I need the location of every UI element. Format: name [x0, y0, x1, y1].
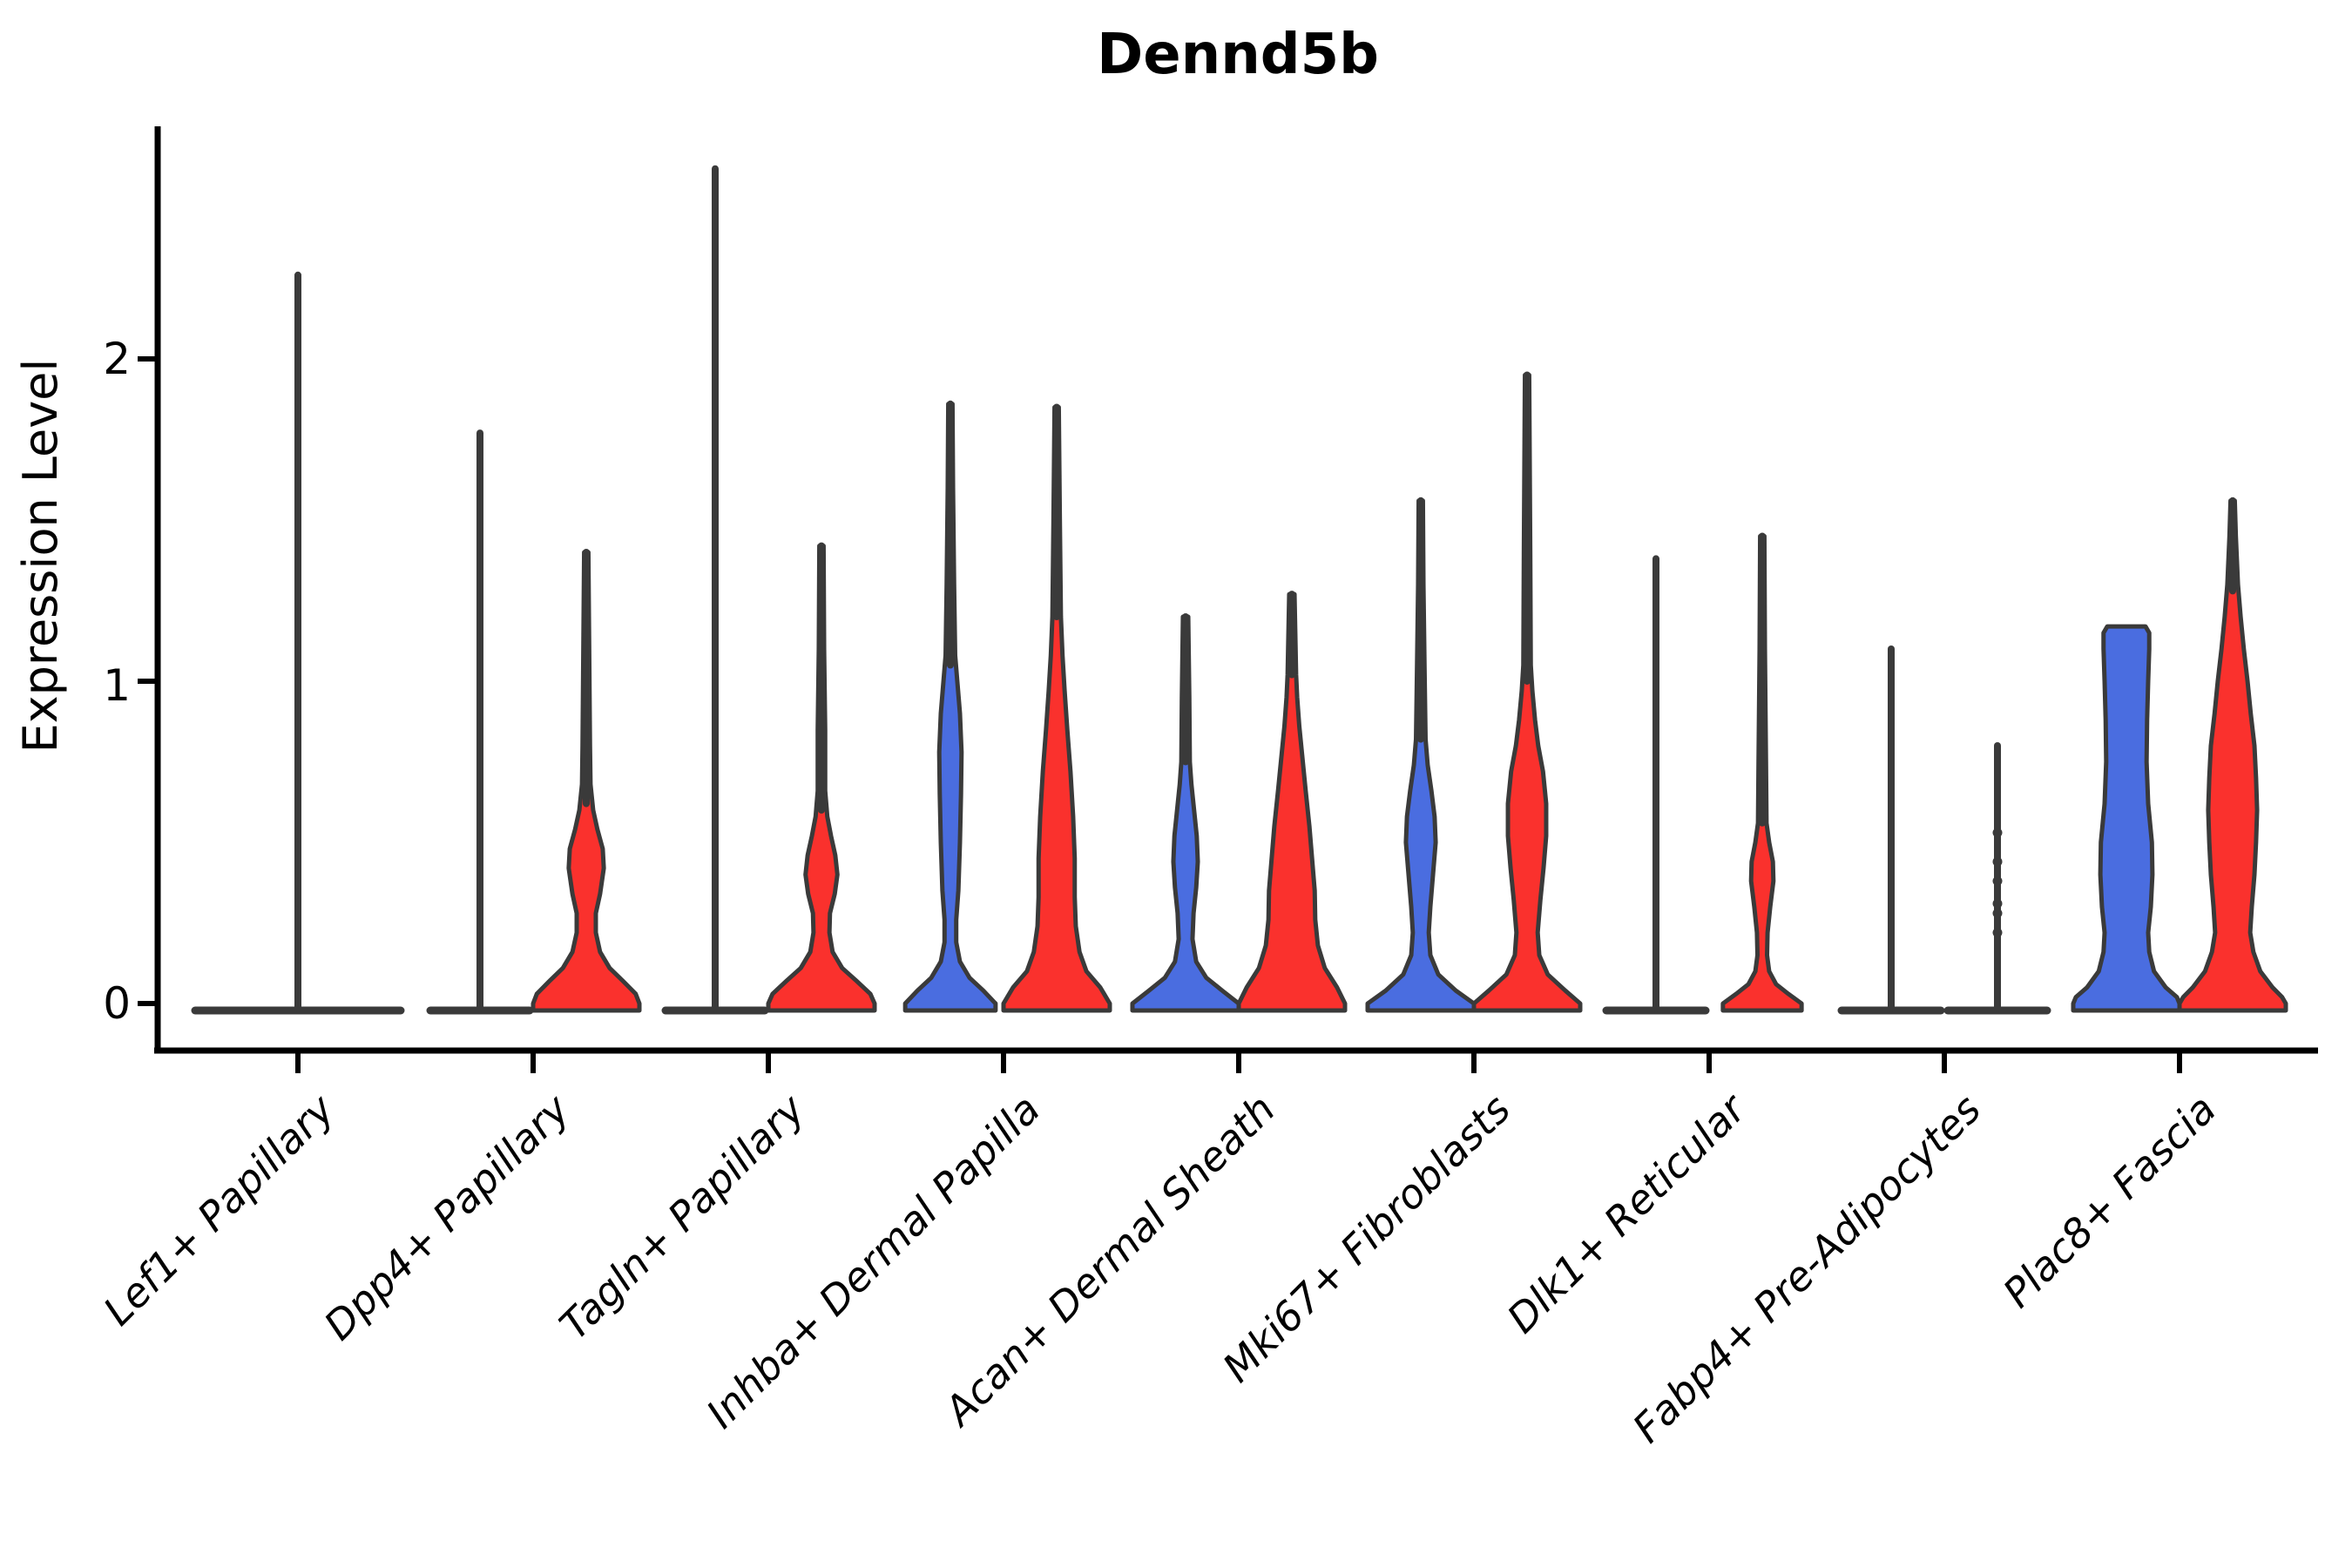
y-tick-label-2: 2	[103, 334, 131, 384]
violin-body-blue-8	[2071, 624, 2182, 1013]
jitter-point	[1992, 875, 2003, 886]
y-axis-label: Expression Level	[13, 358, 68, 754]
jitter-point	[1992, 908, 2003, 918]
y-tick-label-0: 0	[103, 978, 131, 1029]
jitter-point	[1992, 898, 2003, 909]
jitter-point	[1992, 928, 2003, 938]
y-tick-label-1: 1	[103, 660, 131, 711]
jitter-point	[1992, 856, 2003, 867]
chart-title: Dennd5b	[1097, 23, 1379, 87]
jitter-point	[1992, 828, 2003, 838]
